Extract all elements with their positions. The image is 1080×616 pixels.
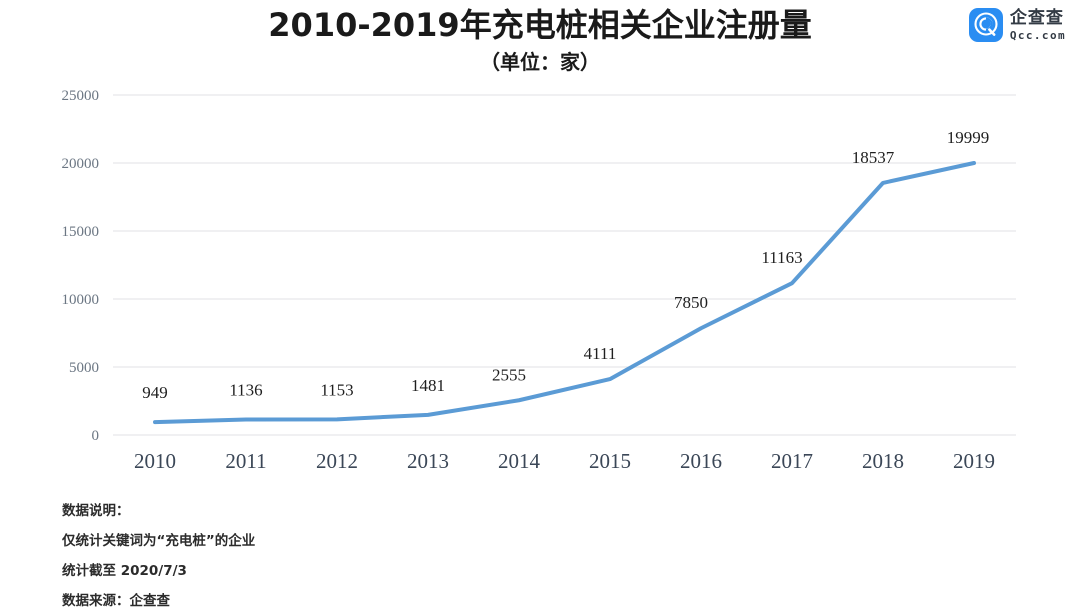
x-axis-tick-label: 2019 [953,449,995,473]
y-axis-tick-label: 20000 [62,156,100,172]
x-axis-tick-label: 2012 [316,449,358,473]
data-point-label: 1481 [411,376,445,395]
y-axis-tick-label: 5000 [69,360,99,376]
footnote-line: 数据说明： [62,503,130,519]
data-point-label: 4111 [584,344,617,363]
chart-header: 2010-2019年充电桩相关企业注册量 （单位：家） 企查查 Qcc.com [0,0,1080,86]
x-axis-tick-label: 2016 [680,449,722,473]
x-axis-tick-label: 2015 [589,449,631,473]
data-point-label: 1153 [320,380,353,399]
x-axis-tick-label: 2013 [407,449,449,473]
y-axis-tick-label: 25000 [62,88,100,104]
data-point-label: 1136 [229,381,262,400]
data-point-label: 11163 [761,248,802,267]
y-axis-tick-label: 10000 [62,292,100,308]
chart-plot-area: 0 5000 10000 15000 20000 25000 2010 2011 2012 20… [0,86,1080,486]
x-axis-tick-labels: 2010 2011 2012 2013 2014 2015 2016 2017 2018 2019 [134,449,995,473]
x-axis-tick-label: 2010 [134,449,176,473]
data-point-labels: 949 1136 1153 1481 2555 4111 7850 11163 18537 199… [142,128,989,402]
data-point-label: 19999 [947,128,990,147]
page-title: 2010-2019年充电桩相关企业注册量 [268,6,812,44]
x-axis-tick-label: 2014 [498,449,541,473]
data-point-label: 2555 [492,365,526,384]
y-axis-tick-labels: 0 5000 10000 15000 20000 25000 [62,88,100,444]
logo-name-en: Qcc.com [1009,28,1066,42]
brand-logo: 企查查 Qcc.com [968,7,1066,42]
data-point-label: 18537 [852,148,895,167]
footnote-line: 统计截至 2020/7/3 [62,563,187,579]
footnote-line: 仅统计关键词为“充电桩”的企业 [62,533,256,549]
title-block: 2010-2019年充电桩相关企业注册量 （单位：家） [0,4,1080,76]
y-axis-tick-label: 0 [92,428,100,444]
chart-subtitle: （单位：家） [480,50,600,74]
x-axis-tick-label: 2011 [225,449,266,473]
series-line-path [153,161,976,425]
logo-name-cn: 企查查 [1009,7,1064,28]
data-point-label: 949 [142,383,168,402]
x-axis-tick-label: 2017 [771,449,813,473]
data-point-label: 7850 [674,293,708,312]
y-axis-tick-label: 15000 [62,224,100,240]
qcc-logo-icon [968,8,1003,42]
gridlines-group [113,94,1016,436]
x-axis-tick-label: 2018 [862,449,904,473]
footnote-line: 数据来源：企查查 [62,593,170,609]
footnote-block: 数据说明： 仅统计关键词为“充电桩”的企业 统计截至 2020/7/3 数据来源… [62,496,682,616]
logo-text: 企查查 Qcc.com [1009,7,1066,42]
